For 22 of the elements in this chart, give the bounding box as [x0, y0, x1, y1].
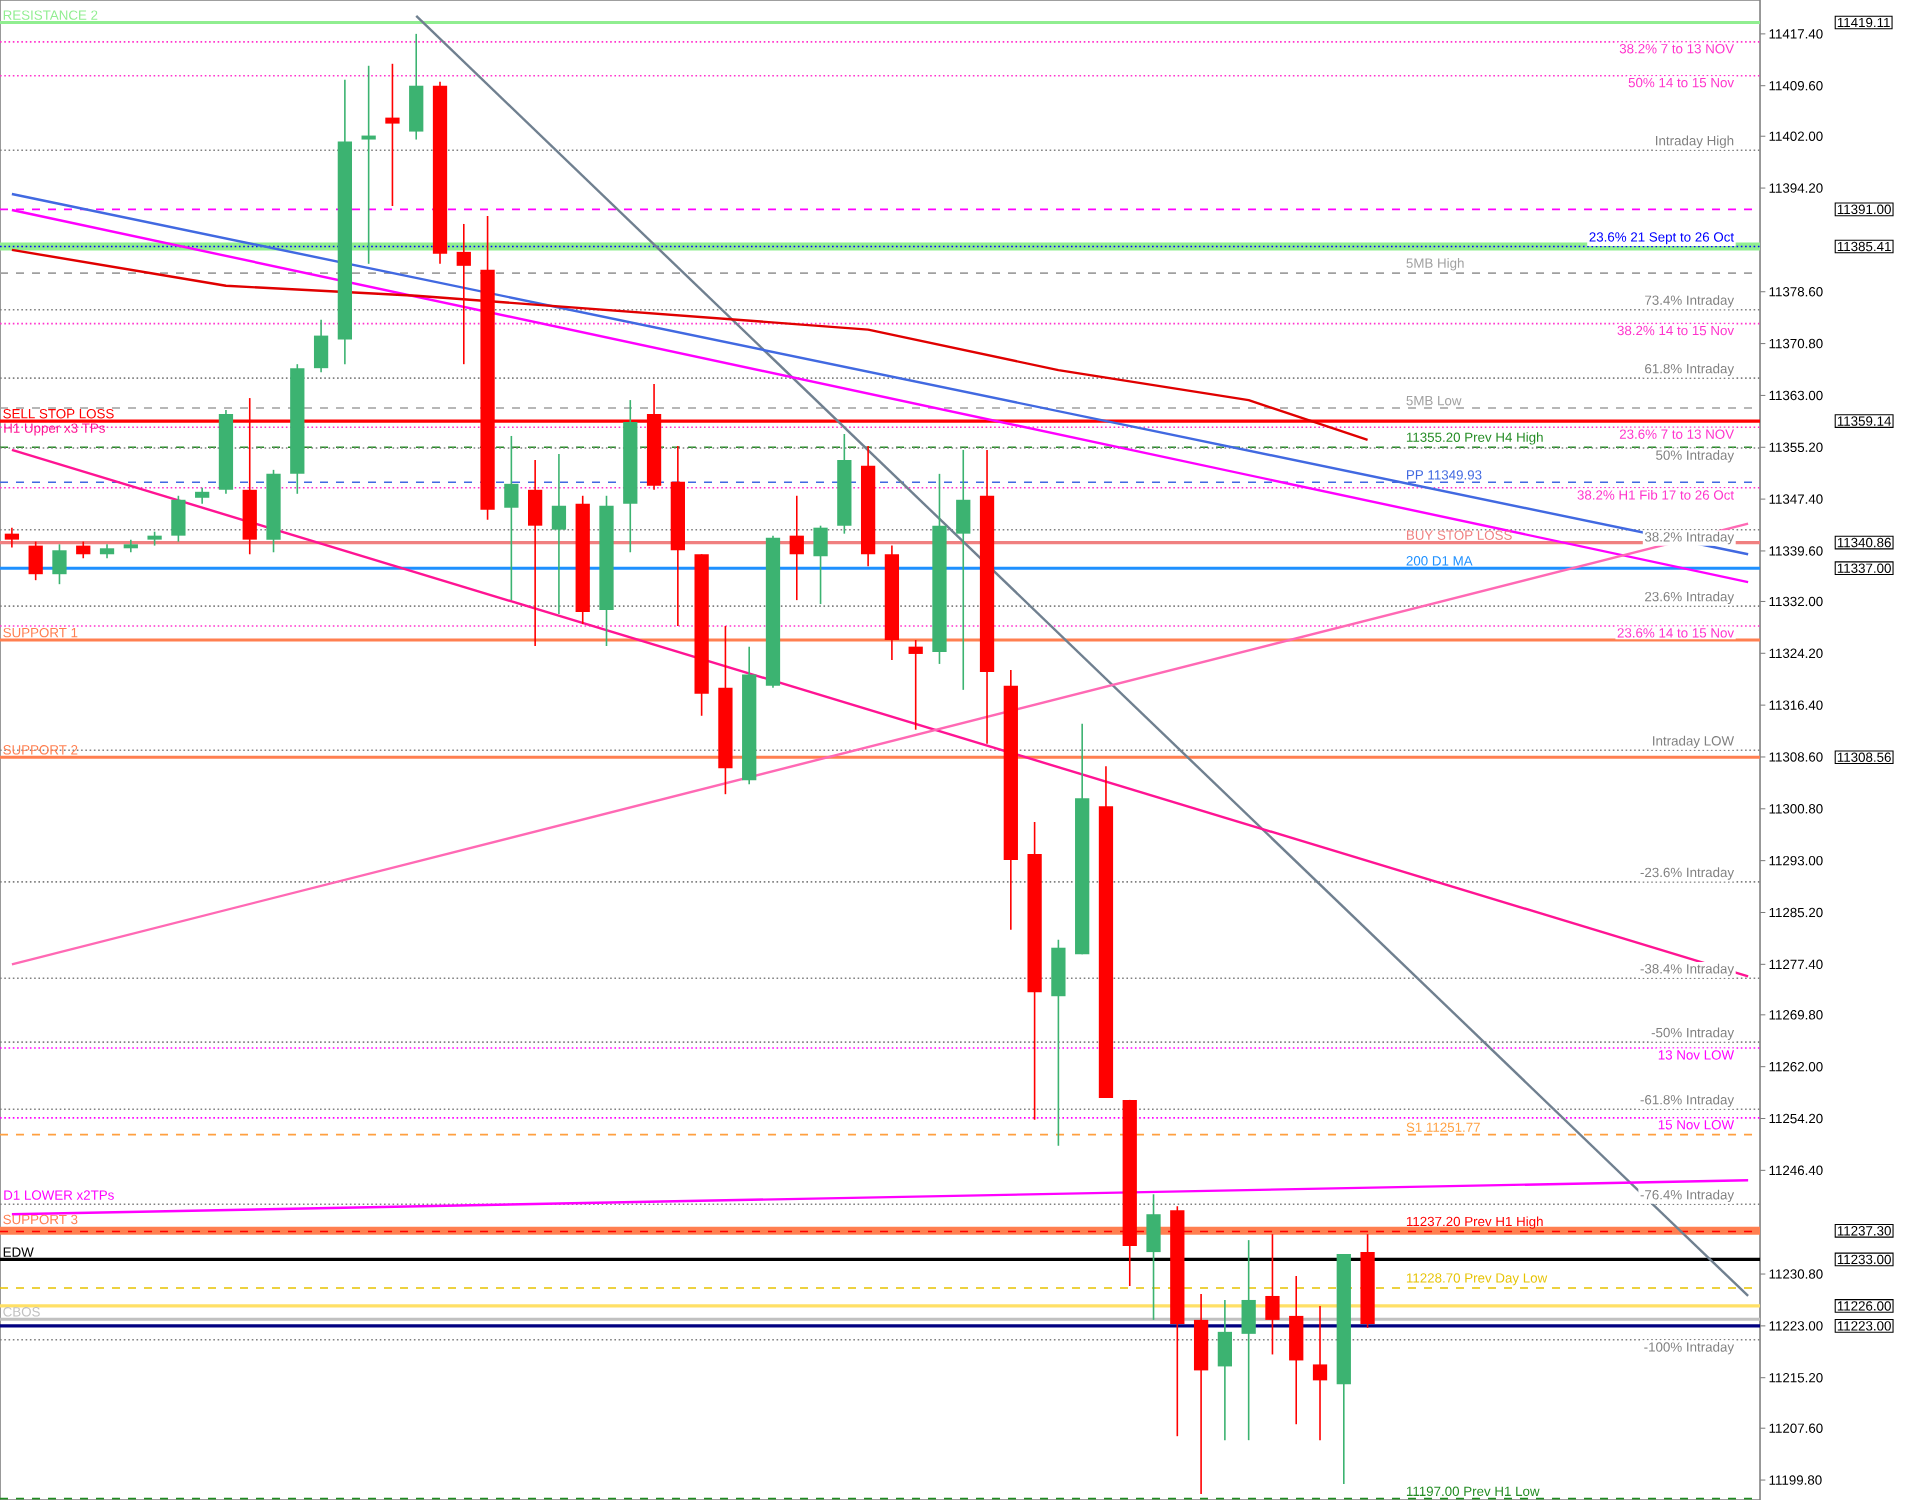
candlestick: [504, 435, 519, 601]
candlestick: [1241, 1239, 1256, 1441]
candlestick: [813, 524, 828, 605]
candlestick: [1312, 1305, 1328, 1441]
candlestick: [52, 543, 67, 585]
candlestick: [313, 318, 329, 373]
candlestick: [171, 494, 186, 543]
candlestick: [1265, 1233, 1280, 1356]
candlestick: [28, 540, 43, 581]
candlestick: [908, 639, 923, 731]
candlestick: [409, 33, 424, 141]
candlestick: [528, 459, 543, 647]
candlestick: [1217, 1299, 1233, 1441]
candlestick: [456, 223, 471, 365]
candlestick: [361, 64, 376, 265]
candlestick: [956, 449, 971, 691]
candlestick: [551, 453, 567, 615]
candlestick: [4, 526, 20, 549]
candlestick: [1289, 1275, 1304, 1426]
candlestick: [789, 494, 804, 601]
candlestick: [1146, 1193, 1161, 1321]
candlestick: [385, 62, 400, 207]
